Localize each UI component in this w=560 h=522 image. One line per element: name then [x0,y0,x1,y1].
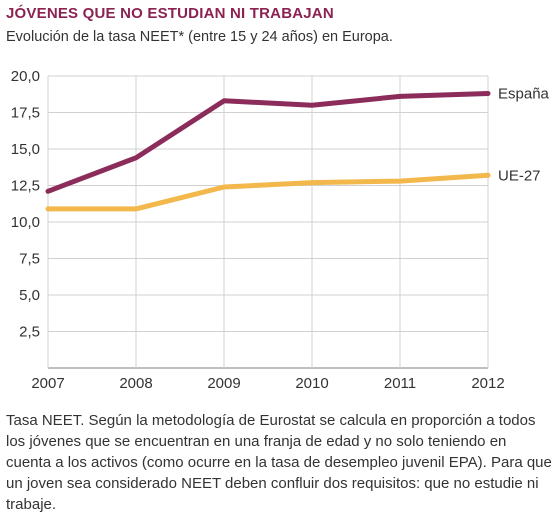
line-chart: 2,55,07,510,012,515,017,520,0 2007 2008 20… [11,68,550,392]
y-tick-label: 15,0 [11,141,40,158]
grid-lines [47,75,489,369]
chart-subtitle: Evolución de la tasa NEET* (entre 15 y 2… [6,29,393,45]
y-tick-label: 2,5 [19,324,40,341]
methodology-note: Tasa NEET. Según la metodología de Euros… [6,412,552,513]
x-tick-label: 2007 [31,375,64,392]
y-tick-label: 20,0 [11,68,40,85]
series-line-espa-a [45,91,491,194]
y-axis-ticks: 2,5 5,0 7,5 10,0 12,5 15,0 17,5 20,0 [11,68,40,341]
series-lines [45,91,491,212]
series-line-ue-27 [45,172,491,212]
y-tick-label: 7,5 [19,251,40,268]
series-labels: España UE-27 [498,86,550,185]
series-label: UE-27 [498,167,541,184]
chart-title: JÓVENES QUE NO ESTUDIAN NI TRABAJAN [6,5,334,22]
x-tick-label: 2010 [295,375,328,392]
x-tick-label: 2011 [384,375,416,392]
x-tick-label: 2009 [207,375,240,392]
y-tick-label: 5,0 [19,287,40,304]
x-axis-ticks: 2007 2008 2009 2010 2011 2012 [31,375,504,392]
series-label: España [498,86,550,103]
x-tick-label: 2008 [119,375,152,392]
y-tick-label: 12,5 [11,178,40,195]
y-tick-label: 17,5 [11,105,40,122]
x-tick-label: 2012 [471,375,504,392]
y-tick-label: 10,0 [11,214,40,231]
